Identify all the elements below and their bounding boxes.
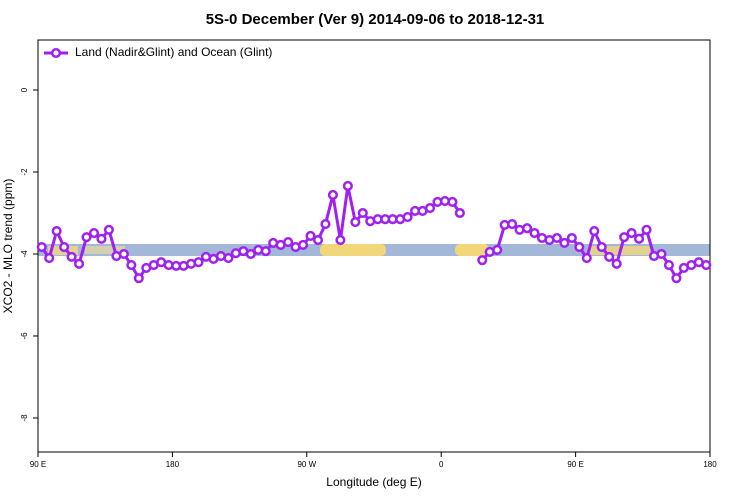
y-tick-label: 0 (20, 87, 29, 92)
point (88, 228, 100, 239)
y-tick-label: -2 (20, 168, 29, 176)
point (193, 257, 204, 268)
land-patch (455, 244, 489, 256)
point (574, 241, 585, 253)
land-patch (320, 244, 386, 256)
point (51, 225, 62, 237)
point (44, 253, 55, 264)
point (312, 235, 324, 246)
point (36, 241, 47, 253)
point (133, 273, 144, 284)
x-tick-label: 180 (166, 460, 180, 469)
point (551, 232, 562, 244)
x-tick-label: 90 E (567, 460, 583, 469)
chart-title: 5S-0 December (Ver 9) 2014-09-06 to 2018… (206, 11, 545, 28)
y-tick-label: -8 (20, 414, 29, 422)
point (245, 248, 256, 260)
x-tick-label: 90 W (297, 460, 316, 469)
x-tick-label: 90 E (30, 460, 46, 469)
point (581, 253, 592, 264)
point (357, 207, 368, 219)
legend-marker (50, 47, 62, 59)
point (626, 228, 637, 239)
x-tick-label: 180 (703, 460, 717, 469)
legend-label: Land (Nadir&Glint) and Ocean (Glint) (75, 45, 272, 59)
point (529, 228, 540, 239)
point (589, 225, 600, 237)
point (656, 248, 667, 260)
point (335, 235, 346, 246)
point (66, 251, 77, 262)
point (350, 216, 361, 228)
point (701, 260, 712, 271)
point (477, 255, 488, 266)
point (118, 248, 129, 260)
point (103, 224, 114, 235)
point (522, 223, 533, 234)
point (663, 260, 674, 271)
point (559, 237, 570, 248)
point (283, 237, 294, 248)
point (424, 203, 436, 214)
point (59, 241, 70, 253)
point (566, 232, 577, 244)
point (447, 196, 458, 207)
series-line (40, 185, 707, 281)
land-patch (85, 246, 125, 254)
point (619, 232, 630, 243)
point (634, 233, 645, 244)
point (81, 232, 92, 243)
point (223, 253, 234, 264)
y-tick-label: -4 (20, 250, 29, 258)
x-axis-label: Longitude (deg E) (326, 475, 421, 489)
point (126, 260, 137, 271)
point (611, 258, 622, 269)
y-axis-label: XCO2 - MLO trend (ppm) (1, 179, 15, 314)
point (596, 241, 607, 253)
point (342, 180, 353, 191)
point (305, 230, 316, 242)
point (74, 258, 85, 269)
point (298, 239, 309, 251)
point (641, 224, 652, 235)
point (320, 219, 331, 230)
point (604, 251, 615, 262)
point (96, 233, 107, 244)
point (507, 219, 518, 230)
point (260, 246, 271, 257)
x-tick-label: 0 (439, 460, 444, 469)
point (454, 207, 465, 219)
point (492, 244, 503, 255)
point (327, 189, 338, 201)
point (402, 212, 413, 223)
y-tick-label: -6 (20, 332, 29, 340)
point (671, 273, 682, 284)
